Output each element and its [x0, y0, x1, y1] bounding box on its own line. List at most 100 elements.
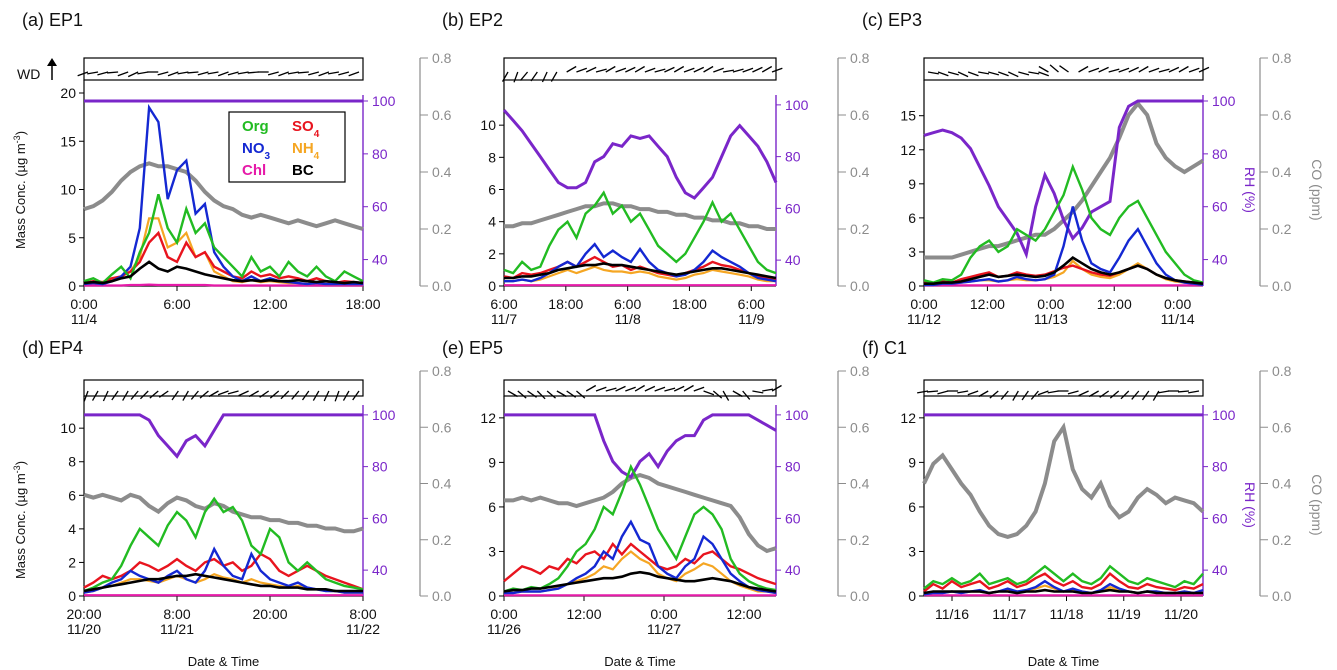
- y-tick-label: 2: [488, 246, 496, 262]
- wind-arrow: [625, 386, 636, 392]
- series-org: [923, 564, 1204, 590]
- x-tick-label: 12:00: [726, 606, 761, 622]
- y-tick-label: 12: [900, 410, 916, 426]
- wind-arrow: [967, 71, 979, 77]
- wind-arrow: [585, 384, 597, 392]
- panel-1: (a) EP1 0 5 10 15 20 40 60 80 100 0.0 0.2 0.4 0.6 0.8 0…: [22, 10, 452, 327]
- wind-arrow: [947, 71, 959, 76]
- legend-box: [228, 111, 346, 183]
- panel-title: (c) EP3: [862, 10, 922, 30]
- rh-tick-label: 40: [1212, 252, 1228, 268]
- series-bc: [83, 260, 364, 285]
- series-bc: [503, 570, 777, 593]
- mass-axis-title-text: Mass Conc. (µg m: [13, 473, 28, 579]
- wind-arrow: [301, 390, 310, 401]
- wind-arrow: [1131, 390, 1140, 400]
- wind-arrow: [308, 71, 320, 76]
- x-tick-label: 11/16: [935, 606, 969, 622]
- x-tick-date: 11/20: [67, 621, 101, 637]
- wind-arrow: [1188, 67, 1200, 73]
- y-tick-label: 15: [60, 133, 76, 149]
- wind-arrow: [762, 388, 774, 392]
- wind-arrow: [654, 386, 666, 392]
- y-tick-label: 0: [488, 588, 496, 604]
- wind-arrow: [1049, 64, 1059, 73]
- wind-arrow: [501, 71, 509, 82]
- wind-arrow: [742, 390, 751, 400]
- co-tick-label: 0.2: [432, 221, 452, 237]
- rh-line: [923, 99, 1203, 260]
- co-line: [924, 100, 1205, 260]
- x-tick-label: 12:00: [970, 296, 1005, 312]
- series-org: [503, 463, 777, 593]
- rh-line: [84, 413, 363, 459]
- x-tick-label: 11/17: [992, 606, 1026, 622]
- series-org: [83, 193, 364, 285]
- x-tick-label: 18:00: [345, 296, 380, 312]
- x-tick-date: 11/22: [346, 621, 380, 637]
- wind-arrow: [1198, 66, 1210, 73]
- x-tick-label: 6:00: [490, 296, 517, 312]
- rh-tick-label: 60: [1212, 199, 1228, 215]
- wind-arrow: [291, 390, 300, 400]
- wind-arrow: [585, 66, 597, 73]
- wind-arrow: [722, 390, 730, 401]
- wd-label: WD: [17, 66, 40, 82]
- rh-tick-label: 80: [372, 146, 388, 162]
- series-org: [923, 163, 1204, 284]
- wind-arrow: [654, 68, 666, 73]
- wind-arrow: [107, 71, 119, 74]
- y-tick-label: 9: [908, 454, 916, 470]
- wind-arrow: [1158, 68, 1170, 73]
- wind-arrow: [989, 390, 999, 399]
- x-tick-label: 8:00: [163, 606, 190, 622]
- wind-arrow: [957, 71, 969, 78]
- co-tick-label: 0.8: [1272, 50, 1292, 66]
- panel-title: (d) EP4: [22, 338, 83, 358]
- y-tick-label: 10: [60, 182, 76, 198]
- wind-arrow: [673, 65, 685, 73]
- wind-arrow: [771, 384, 782, 392]
- rh-tick-label: 40: [785, 562, 801, 578]
- wind-arrow: [227, 71, 239, 76]
- wind-arrow: [312, 390, 320, 401]
- series-bc: [83, 572, 363, 593]
- wind-arrow: [634, 65, 645, 73]
- wind-arrow: [187, 71, 199, 74]
- wind-arrow: [937, 390, 949, 395]
- rh-tick-label: 80: [1212, 459, 1228, 475]
- wind-arrow: [182, 390, 189, 401]
- wind-arrow: [978, 71, 990, 75]
- series-bc: [923, 588, 1203, 595]
- wind-arrow: [1138, 65, 1149, 73]
- wind-arrow: [605, 387, 617, 392]
- series-org: [503, 190, 777, 275]
- wind-arrow: [247, 71, 259, 74]
- mass-axis-title: Mass Conc. (µg m-3): [12, 461, 28, 579]
- wind-arrow: [278, 71, 289, 77]
- mass-axis-title-text: Mass Conc. (µg m: [13, 143, 28, 249]
- wind-arrow: [327, 71, 340, 75]
- co-tick-label: 0.2: [432, 532, 452, 548]
- wind-arrow: [208, 390, 219, 398]
- wind-arrow: [217, 71, 229, 77]
- wind-arrow: [227, 390, 239, 395]
- co-tick-label: 0.6: [432, 107, 452, 123]
- legend-chl: Chl: [242, 162, 266, 179]
- wd-box: [83, 379, 364, 397]
- x-tick-label: 6:00: [163, 296, 190, 312]
- wind-arrow: [1018, 71, 1030, 76]
- co-tick-label: 0.0: [1272, 588, 1292, 604]
- rh-tick-label: 60: [372, 199, 388, 215]
- x-tick-label: 0:00: [650, 606, 677, 622]
- wind-arrow: [83, 390, 89, 402]
- rh-tick-label: 60: [372, 510, 388, 526]
- wind-arrow: [1141, 390, 1150, 401]
- wind-arrow: [1047, 390, 1059, 394]
- mass-axis-title-sup: -3: [12, 465, 22, 473]
- co-axis-title: CO (ppm): [1309, 474, 1325, 535]
- wind-arrow: [157, 71, 169, 76]
- series-chl: [84, 283, 363, 287]
- co-tick-label: 0.4: [1272, 164, 1292, 180]
- legend-label: BC: [292, 162, 314, 179]
